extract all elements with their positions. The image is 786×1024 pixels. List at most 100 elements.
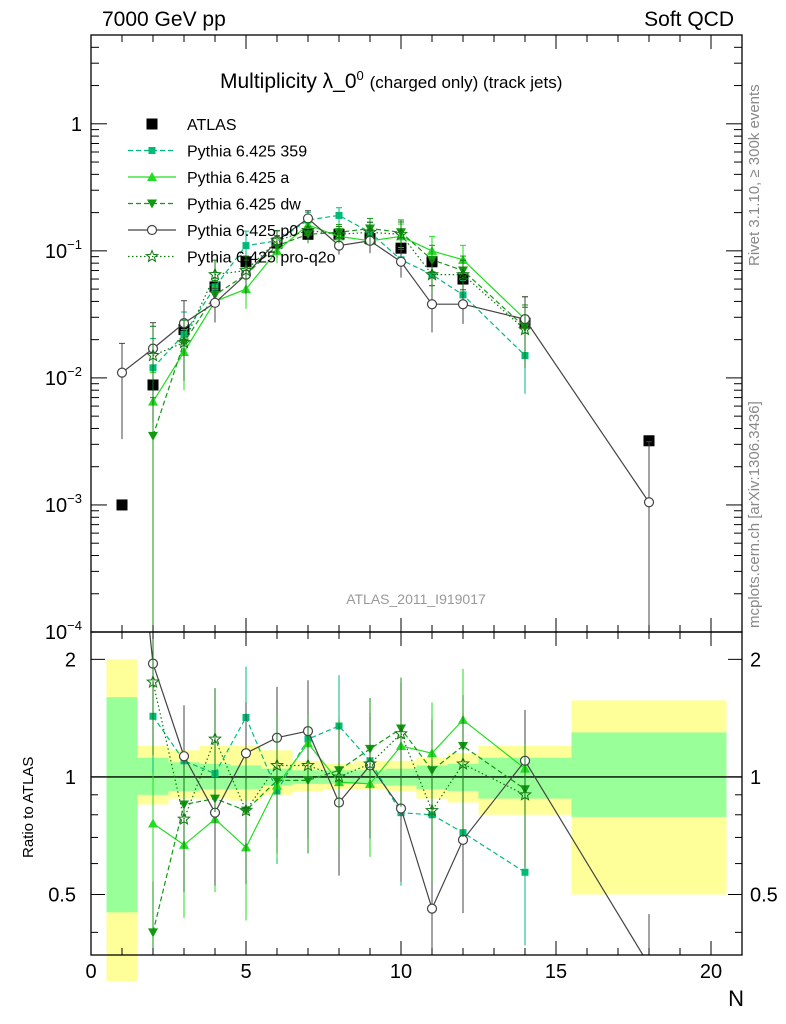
series-line — [152, 224, 526, 403]
legend-entry: Pythia 6.425 p0 — [128, 223, 298, 240]
legend-entry: Pythia 6.425 359 — [128, 144, 307, 161]
ratio-point — [145, 674, 161, 688]
ratio-point — [331, 769, 347, 783]
band-green — [571, 732, 727, 817]
legend-label: Pythia 6.425 a — [187, 170, 289, 187]
legend-marker — [147, 199, 157, 209]
legend-marker — [144, 249, 160, 263]
ratio-point — [517, 787, 533, 801]
y-tick-exp: −3 — [67, 491, 82, 506]
data-point — [116, 367, 128, 378]
x-axis-label: N — [728, 986, 744, 1011]
y-tick-exp: −4 — [67, 618, 82, 633]
data-point — [395, 256, 407, 267]
legend-marker — [147, 172, 157, 181]
data-point — [424, 267, 440, 281]
ratio-point — [521, 868, 529, 876]
analysis-id: ATLAS_2011_I919017 — [346, 591, 486, 607]
band-green — [106, 697, 138, 913]
title-main: Multiplicity λ_0 — [220, 70, 357, 93]
ratio-plot: 0 5 10 15 20 0.5 0.5 1 1 2 2 — [48, 631, 778, 983]
x-tick-label: 0 — [85, 961, 96, 983]
data-point — [457, 299, 469, 310]
legend: ATLAS Pythia 6.425 359 Pythia 6.425 a Pythi… — [128, 117, 336, 267]
series-line — [152, 214, 526, 369]
upper-data — [116, 207, 655, 632]
ratio-line — [152, 727, 526, 933]
ratio-point — [176, 811, 192, 826]
y-tick-label: 10−1 — [45, 237, 82, 263]
series-line — [152, 229, 526, 357]
data-point — [148, 431, 158, 441]
plot-title: Multiplicity λ_00 (charged only) (track … — [220, 68, 562, 94]
ratio-point — [148, 818, 158, 828]
header-process: Soft QCD — [644, 8, 734, 31]
title-suffix: (charged only) (track jets) — [369, 73, 563, 92]
ratio-line — [152, 719, 526, 849]
legend-marker — [148, 147, 156, 154]
data-point — [643, 435, 655, 447]
ratio-point — [269, 758, 285, 772]
main-plot: 1 10−1 10−2 10−3 10−4 ATLAS_2011_I919017 — [45, 34, 743, 644]
ratio-point — [148, 928, 158, 938]
data-point — [331, 226, 347, 241]
x-tick-label: 5 — [240, 961, 251, 983]
legend-label: Pythia 6.425 dw — [187, 197, 301, 214]
legend-entry: Pythia 6.425 pro-q2o — [128, 249, 336, 267]
ratio-point — [393, 726, 409, 740]
ratio-point — [300, 758, 316, 772]
ratio-y-tick-label: 2 — [65, 649, 76, 671]
x-tick-label: 20 — [700, 961, 722, 983]
legend-label: Pythia 6.425 p0 — [187, 223, 298, 240]
series-line — [121, 217, 650, 503]
data-point — [116, 499, 128, 511]
ratio-series-4 — [145, 632, 533, 893]
y-tick-label: 10−3 — [45, 491, 82, 517]
data-point — [238, 263, 254, 277]
legend-entry: Pythia 6.425 a — [128, 170, 289, 187]
data-point — [335, 211, 343, 219]
data-point — [176, 335, 192, 349]
y-tick-label: 10−4 — [45, 618, 82, 644]
y-tick-exp: −1 — [67, 237, 82, 252]
ratio-line — [152, 715, 526, 873]
ratio-y-tick-label: 0.5 — [48, 885, 76, 907]
ratio-point — [207, 731, 223, 746]
ratio-point — [362, 756, 378, 770]
legend-label: Pythia 6.425 pro-q2o — [187, 250, 336, 267]
series-5 — [145, 221, 533, 422]
ratio-point — [645, 960, 654, 969]
ratio-point — [455, 756, 471, 770]
legend-marker — [146, 224, 158, 236]
ratio-point — [424, 803, 440, 817]
header-energy: 7000 GeV pp — [102, 8, 226, 31]
series-0 — [116, 228, 655, 511]
data-point — [209, 297, 221, 308]
ratio-line — [152, 681, 526, 822]
data-point — [643, 497, 655, 508]
title-sup: 0 — [356, 68, 364, 83]
legend-marker — [146, 118, 158, 130]
series-4 — [116, 210, 655, 632]
legend-entry: ATLAS — [146, 117, 237, 134]
x-tick-label: 15 — [545, 961, 567, 983]
legend-label: ATLAS — [187, 117, 237, 134]
lower-frame — [90, 631, 743, 956]
data-point — [302, 213, 314, 224]
legend-label: Pythia 6.425 359 — [187, 144, 307, 161]
data-point — [455, 267, 471, 281]
ratio-point — [240, 748, 252, 759]
data-point — [393, 226, 409, 241]
data-point — [242, 242, 250, 250]
data-point — [300, 222, 316, 237]
series-line — [152, 227, 526, 436]
data-point — [517, 322, 533, 336]
data-point — [145, 348, 161, 362]
data-point — [426, 299, 438, 310]
ratio-point — [426, 903, 438, 914]
data-point — [269, 233, 285, 247]
ratio-y-tick-label-right: 0.5 — [750, 885, 778, 907]
x-tick-label: 10 — [390, 961, 412, 983]
y-tick-exp: −2 — [67, 364, 82, 379]
